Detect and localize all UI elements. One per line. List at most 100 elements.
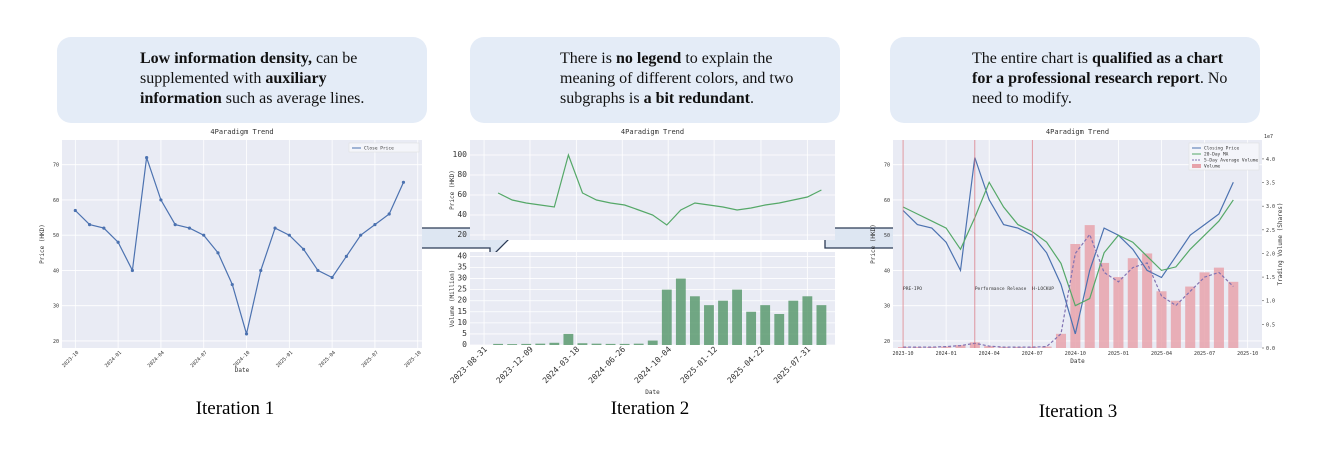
text-segment: qualified as a chart for a professional … bbox=[972, 50, 1224, 87]
x-tick-label: 2024-10-04 bbox=[633, 345, 674, 386]
marker bbox=[273, 226, 277, 230]
speech-bubble bbox=[890, 37, 1260, 123]
bar bbox=[1084, 225, 1095, 348]
x-tick-label: 2025-07 bbox=[361, 350, 380, 369]
chart-title: 4Paradigm Trend bbox=[210, 128, 273, 136]
text-segment: such as average lines. bbox=[221, 90, 365, 107]
chart-title: 4Paradigm Trend bbox=[621, 128, 684, 136]
line bbox=[902, 157, 1234, 335]
bar bbox=[1156, 291, 1167, 348]
y-axis-label: Price (HKD) bbox=[449, 170, 456, 210]
bubble-text: There is no legend to explain the meanin… bbox=[560, 49, 800, 109]
x-tick-label: 2024-01 bbox=[936, 351, 957, 357]
text-segment: . bbox=[749, 90, 754, 107]
bar bbox=[647, 340, 658, 345]
bar bbox=[704, 305, 714, 345]
text-segment: a bit redundant bbox=[643, 90, 750, 107]
line bbox=[497, 153, 822, 226]
bar bbox=[521, 343, 532, 345]
y-tick-label: 20 bbox=[457, 230, 467, 239]
y-tick-label: 40 bbox=[53, 268, 59, 274]
y-tick-label: 5 bbox=[462, 329, 467, 338]
x-tick-label: 2025-01-12 bbox=[679, 345, 720, 386]
x-tick-label: 2024-03-18 bbox=[541, 345, 582, 386]
x-tick-label: 2025-04 bbox=[318, 350, 337, 369]
x-tick-label: 2023-12-09 bbox=[494, 345, 535, 386]
bar bbox=[1113, 277, 1124, 348]
bar bbox=[1142, 253, 1153, 348]
y-tick-label: 20 bbox=[457, 296, 467, 305]
x-tick-label: 2024-04 bbox=[979, 351, 1000, 357]
y-tick-label: 25 bbox=[457, 285, 467, 294]
marker bbox=[87, 223, 92, 227]
x-tick-label: 2025-07 bbox=[1194, 351, 1215, 357]
speech-bubble bbox=[57, 37, 427, 123]
marker bbox=[73, 208, 77, 213]
y-tick-label: 50 bbox=[884, 233, 890, 239]
x-tick-label: 2024-07 bbox=[1022, 351, 1043, 357]
caption: Iteration 3 bbox=[1038, 401, 1118, 422]
y-tick-label: 30 bbox=[884, 304, 890, 310]
marker bbox=[401, 180, 406, 184]
y-tick-label: 40 bbox=[884, 268, 890, 274]
y-tick-label: 10 bbox=[457, 318, 467, 327]
bar bbox=[591, 343, 602, 345]
x-tick-label: 2025-01 bbox=[1108, 351, 1129, 357]
marker bbox=[387, 212, 391, 216]
bar bbox=[816, 305, 827, 345]
text-segment: to explain the meaning of different colo… bbox=[560, 50, 794, 107]
event-label: Performance Release bbox=[975, 286, 1027, 292]
marker bbox=[230, 282, 234, 287]
marker bbox=[259, 268, 263, 273]
x-tick-label: 2025-04-22 bbox=[725, 345, 766, 386]
x-tick-label: 2025-04 bbox=[1151, 351, 1172, 357]
bar bbox=[941, 346, 952, 348]
text-segment: can be supplemented with bbox=[140, 50, 358, 87]
legend-label: 5-Day Average Volume bbox=[1204, 158, 1258, 164]
x-tick-label: 2023-10 bbox=[893, 351, 914, 357]
marker bbox=[344, 254, 348, 258]
x-tick-label: 2024-04 bbox=[147, 350, 166, 369]
bar bbox=[563, 333, 574, 345]
x-tick-label: 2023-10 bbox=[61, 350, 80, 369]
marker bbox=[202, 233, 206, 237]
speech-bubble bbox=[470, 37, 840, 123]
bar bbox=[760, 305, 771, 345]
y-tick-label: 20 bbox=[53, 339, 59, 345]
y-tick-label: 15 bbox=[457, 307, 467, 316]
bar bbox=[549, 342, 560, 345]
bar bbox=[633, 343, 644, 345]
bar bbox=[1127, 258, 1138, 348]
bar bbox=[689, 296, 700, 345]
x-axis-label: Date bbox=[1070, 358, 1085, 365]
y-tick-label: 40 bbox=[457, 251, 467, 260]
text-segment: Low information density, bbox=[140, 50, 313, 67]
y2-tick-label: 2.0 bbox=[1266, 251, 1275, 257]
y-tick-label: 60 bbox=[884, 198, 890, 204]
text-segment: . No need to modify. bbox=[972, 70, 1228, 107]
bar bbox=[1170, 300, 1181, 348]
marker bbox=[301, 247, 306, 251]
x-tick-label: 2025-10 bbox=[1237, 351, 1258, 357]
bar bbox=[507, 344, 518, 345]
caption: Iteration 2 bbox=[610, 398, 690, 419]
line bbox=[903, 233, 1234, 348]
bar bbox=[1099, 262, 1110, 348]
text-segment: The entire chart is bbox=[972, 50, 1092, 67]
bar bbox=[1228, 281, 1239, 348]
bar bbox=[1070, 244, 1081, 348]
marker bbox=[216, 251, 220, 255]
bar bbox=[926, 347, 937, 348]
x-tick-label: 2025-07-31 bbox=[772, 345, 813, 386]
bar bbox=[493, 343, 504, 345]
bar bbox=[746, 311, 757, 345]
x-axis-label: Date bbox=[235, 367, 250, 374]
line bbox=[74, 157, 405, 335]
legend-box bbox=[348, 142, 420, 153]
y-axis-label: Price (HKD) bbox=[39, 224, 46, 264]
legend-label: Closing Price bbox=[1204, 146, 1240, 152]
y-tick-label: 30 bbox=[53, 304, 59, 310]
marker bbox=[330, 275, 334, 280]
